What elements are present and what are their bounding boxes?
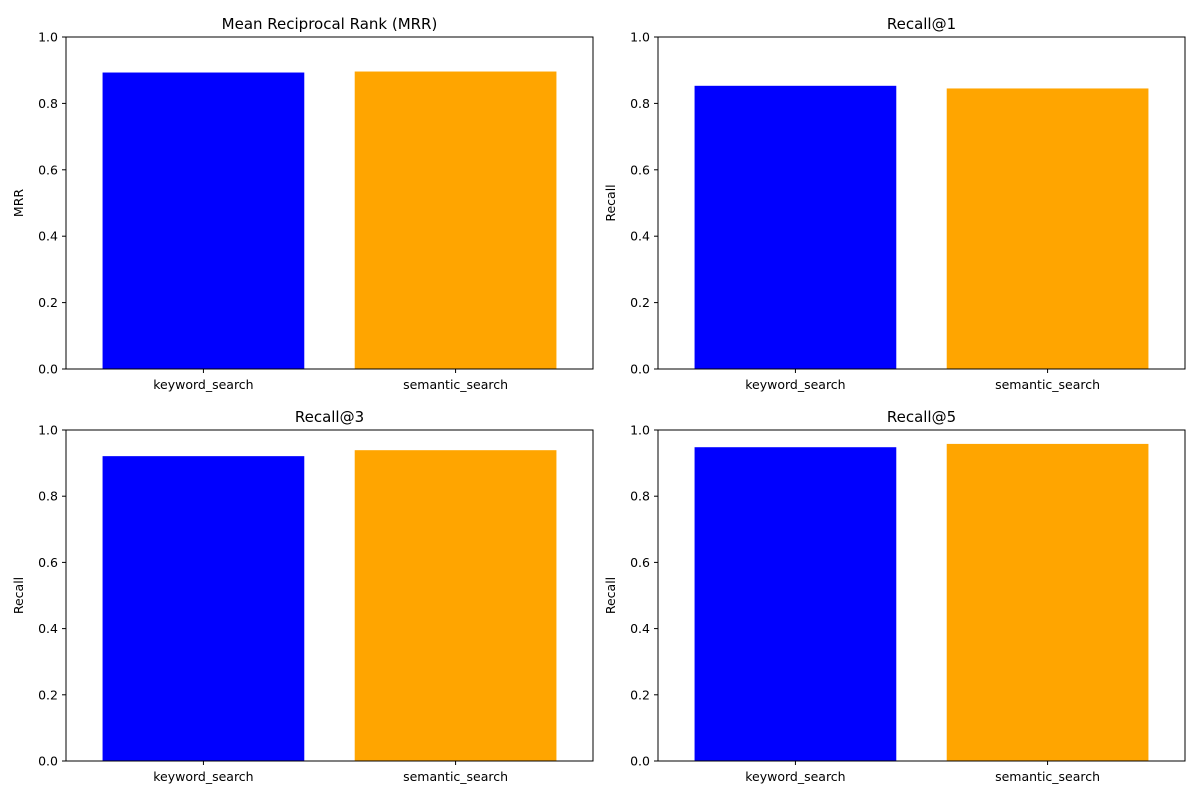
y-tick-label: 0.4: [38, 229, 58, 244]
x-tick-label: semantic_search: [995, 377, 1100, 392]
y-tick-label: 1.0: [38, 423, 58, 438]
chart-panel: 0.0 0.2 0.4 0.6 0.8 1.0 keyword_search semantic…: [11, 408, 594, 784]
y-tick-label: 0.2: [630, 687, 650, 702]
y-tick-label: 0.2: [630, 295, 650, 310]
chart-panel: 0.0 0.2 0.4 0.6 0.8 1.0 keyword_search semantic…: [11, 15, 594, 392]
y-tick-label: 0.0: [38, 754, 58, 769]
x-tick-label: keyword_search: [745, 377, 845, 392]
y-tick-label: 0.8: [38, 489, 58, 504]
y-tick-label: 0.2: [38, 295, 58, 310]
y-tick-label: 0.4: [630, 229, 650, 244]
bar-semantic-search: [354, 71, 557, 369]
bar-semantic-search: [946, 88, 1149, 370]
y-tick-label: 0.0: [630, 362, 650, 377]
bar-keyword-search: [694, 447, 897, 761]
y-tick-label: 0.8: [630, 489, 650, 504]
axes-frame: [657, 36, 1186, 370]
y-tick-label: 0.8: [630, 96, 650, 111]
y-tick-label: 0.2: [38, 687, 58, 702]
x-tick-label: keyword_search: [153, 377, 253, 392]
chart-title: Recall@3: [295, 408, 364, 426]
y-tick-label: 0.6: [630, 162, 650, 177]
y-axis-label: Recall: [603, 577, 618, 614]
y-tick-label: 0.8: [38, 96, 58, 111]
y-tick-label: 1.0: [630, 30, 650, 45]
chart-title: Mean Reciprocal Rank (MRR): [222, 15, 438, 33]
x-tick-label: semantic_search: [995, 769, 1100, 784]
bar-semantic-search: [946, 443, 1149, 761]
bar-keyword-search: [102, 456, 305, 761]
chart-panel: 0.0 0.2 0.4 0.6 0.8 1.0 keyword_search semantic…: [603, 15, 1186, 392]
x-tick-label: keyword_search: [153, 769, 253, 784]
y-tick-label: 0.6: [630, 555, 650, 570]
x-tick-label: semantic_search: [403, 769, 508, 784]
y-tick-label: 0.6: [38, 555, 58, 570]
x-tick-label: semantic_search: [403, 377, 508, 392]
y-tick-label: 0.0: [630, 754, 650, 769]
bar-semantic-search: [354, 450, 557, 761]
y-tick-label: 0.4: [630, 621, 650, 636]
chart-title: Recall@1: [887, 15, 956, 33]
chart-panel: 0.0 0.2 0.4 0.6 0.8 1.0 keyword_search semantic…: [603, 408, 1186, 784]
y-tick-label: 1.0: [630, 423, 650, 438]
bar-keyword-search: [694, 85, 897, 369]
y-tick-label: 0.6: [38, 162, 58, 177]
axes-frame: [65, 429, 594, 762]
y-axis-label: Recall: [11, 577, 26, 614]
axes-frame: [65, 36, 594, 370]
y-tick-label: 0.0: [38, 362, 58, 377]
y-tick-label: 1.0: [38, 30, 58, 45]
bar-keyword-search: [102, 72, 305, 370]
chart-title: Recall@5: [887, 408, 956, 426]
y-tick-label: 0.4: [38, 621, 58, 636]
y-axis-label: MRR: [11, 189, 26, 217]
y-axis-label: Recall: [603, 184, 618, 221]
x-tick-label: keyword_search: [745, 769, 845, 784]
axes-frame: [657, 429, 1186, 762]
